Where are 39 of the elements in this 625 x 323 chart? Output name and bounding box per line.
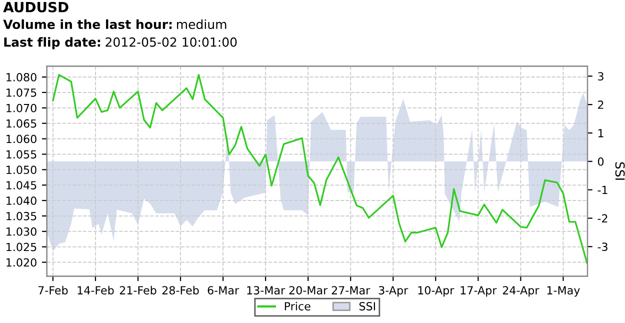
y2-tick-label: 0 [598,157,604,166]
y-tick-label: 1.030 [6,227,36,236]
y-tick-label: 1.040 [6,196,36,205]
y-tick-label: 1.075 [6,88,36,97]
x-tick-label: 17-Apr [460,286,497,297]
x-tick-label: 28-Feb [162,286,199,294]
y-tick-label: 1.050 [6,166,36,174]
y-tick-label: 1.035 [6,212,36,220]
y2-axis-title: SSI [615,162,625,180]
x-tick-label: 14-Feb [78,286,114,294]
x-tick-label: 1-May [547,286,580,297]
x-tick-label: 24-Apr [502,286,540,297]
y2-tick-label: 1 [598,129,604,138]
x-tick-label: 13-Mar [247,286,286,294]
y2-tick-label: -1 [598,186,608,194]
y-tick-label: 1.025 [6,242,36,252]
y-tick-label: 1.060 [6,134,36,144]
y-tick-label: 1.070 [6,104,36,112]
y2-tick-label: -2 [598,214,608,222]
x-tick-label: 7-Feb [38,286,68,294]
y-tick-label: 1.045 [6,181,36,190]
y2-tick-label: -3 [598,242,608,251]
y2-tick-label: 2 [598,100,604,109]
y-tick-label: 1.080 [6,72,36,82]
y-tick-label: 1.055 [6,150,36,159]
x-tick-label: 10-Apr [418,286,454,297]
chart-title: AUDUSD [3,2,68,12]
text: Volume in the last hour: medium Last flip date: 2012-05-02 10:01:00 [3,19,237,50]
x-tick-label: 27-Mar [332,286,370,294]
x-tick-label: 21-Feb [120,286,156,294]
x-tick-label: 3-Apr [378,286,408,297]
y2-tick-label: 3 [598,72,604,81]
x-tick-label: 20-Mar [289,286,328,294]
x-tick-label: 6-Mar [208,286,240,294]
y-tick-label: 1.020 [6,258,36,267]
line-series [52,74,588,264]
legend-label: SSI [359,302,376,310]
y-tick-label: 1.065 [6,119,36,128]
legend-label: Price [284,302,310,310]
